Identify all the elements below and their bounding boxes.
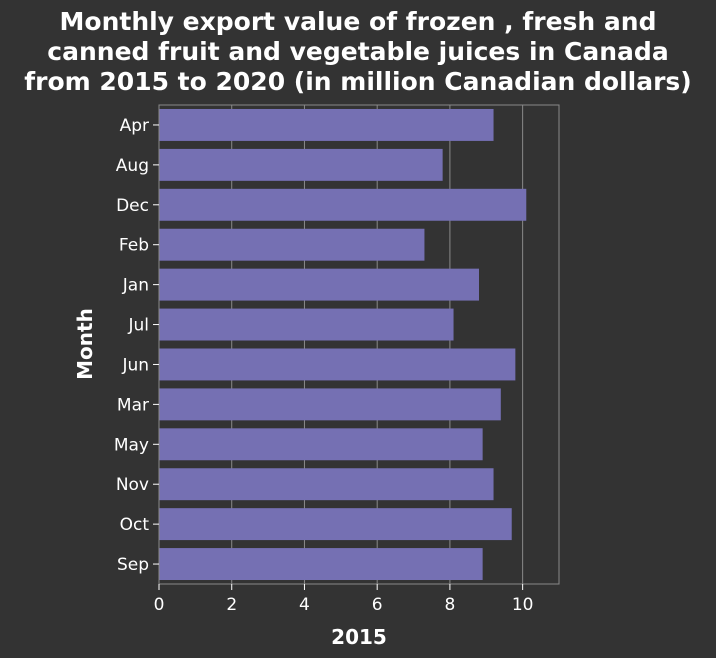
y-tick-label: Nov xyxy=(116,475,149,495)
y-tick-label: Jan xyxy=(122,276,149,296)
y-tick-label: Jul xyxy=(127,316,149,336)
x-axis-title: 2015 xyxy=(331,625,387,649)
plot-frame xyxy=(158,104,560,585)
y-axis-title: Month xyxy=(73,308,97,380)
x-tick-label: 10 xyxy=(512,595,534,615)
y-tick-label: Feb xyxy=(119,236,149,256)
chart-title-line-1: Monthly export value of frozen , fresh a… xyxy=(60,7,657,36)
y-tick-label: Apr xyxy=(120,116,149,136)
y-tick-label: Aug xyxy=(116,156,149,176)
y-tick-label: Sep xyxy=(117,555,149,575)
gridlines xyxy=(231,105,524,584)
bar xyxy=(159,228,425,261)
bar xyxy=(159,268,479,301)
bar xyxy=(159,108,494,141)
chart-title-line-3: from 2015 to 2020 (in million Canadian d… xyxy=(24,67,691,96)
bar xyxy=(159,388,501,421)
bar xyxy=(159,308,454,341)
bar xyxy=(159,468,494,501)
x-tick-label: 6 xyxy=(372,595,383,615)
bar xyxy=(159,508,512,541)
y-tick-label: May xyxy=(114,435,149,455)
bars xyxy=(159,108,527,581)
x-tick-label: 2 xyxy=(226,595,237,615)
x-tick-label: 8 xyxy=(444,595,455,615)
x-tick-label: 0 xyxy=(154,595,165,615)
bar xyxy=(159,148,443,181)
y-tick-label: Oct xyxy=(120,515,150,535)
x-axis: 0 2 4 6 8 10 xyxy=(154,584,534,615)
y-tick-label: Dec xyxy=(116,196,149,216)
y-tick-label: Jun xyxy=(121,355,149,375)
y-tick-label: Mar xyxy=(117,395,149,415)
bar xyxy=(159,348,516,381)
y-axis: Apr Aug Dec Feb Jan Jul Jun Mar May Nov Oct Sep xyxy=(114,116,159,575)
chart-title-line-2: canned fruit and vegetable juices in Can… xyxy=(47,37,668,66)
bar xyxy=(159,428,483,461)
bar xyxy=(159,548,483,581)
bar xyxy=(159,188,527,221)
x-tick-label: 4 xyxy=(299,595,310,615)
